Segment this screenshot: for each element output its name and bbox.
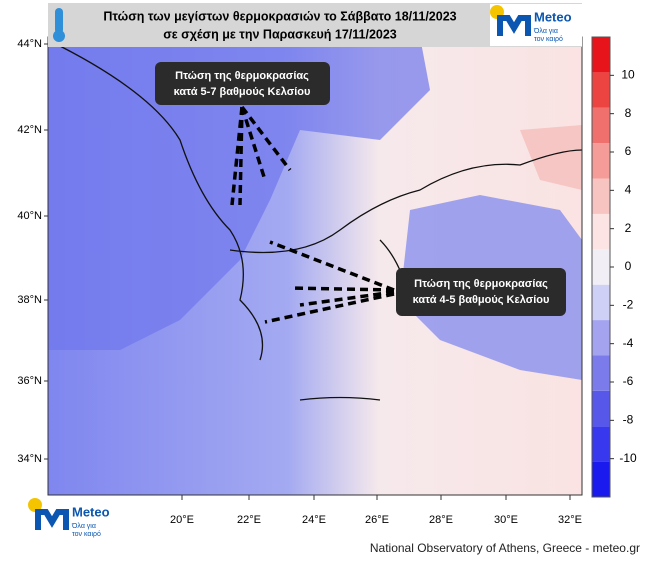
- colorbar-segment: [592, 37, 610, 73]
- logo-tagline: Όλα για: [533, 28, 558, 35]
- lon-label: 24°E: [302, 514, 326, 526]
- colorbar-segment: [592, 72, 610, 108]
- colorbar-segment: [592, 249, 610, 285]
- footer-credit: National Observatory of Athens, Greece -…: [370, 541, 640, 555]
- annotation-box: [396, 268, 566, 316]
- lat-label: 38°N: [17, 294, 42, 306]
- annotation-box: [155, 62, 330, 105]
- arrows: [230, 105, 395, 324]
- lon-label: 26°E: [365, 514, 389, 526]
- logo-name: Meteo: [72, 504, 110, 519]
- thermometer-bulb: [53, 30, 65, 42]
- colorbar-segment: [592, 178, 610, 214]
- lon-label: 20°E: [170, 514, 194, 526]
- cold-region: [48, 37, 430, 350]
- coastline: [47, 39, 583, 401]
- lat-label: 34°N: [17, 453, 42, 465]
- annotation-text: κατά 5-7 βαθμούς Κελσίου: [174, 86, 311, 98]
- colorbar-segment: [592, 461, 610, 497]
- colorbar-segment: [592, 143, 610, 179]
- thermometer-icon: [55, 8, 63, 34]
- colorbar-label: -2: [623, 298, 634, 312]
- colorbar-label: 10: [621, 68, 635, 82]
- colorbar-label: 0: [625, 259, 632, 273]
- lon-label: 32°E: [558, 514, 582, 526]
- logo-tagline: τον καιρό: [534, 35, 563, 43]
- lat-label: 42°N: [17, 124, 42, 136]
- annotation-text: Πτώση της θερμοκρασίας: [175, 70, 309, 82]
- logo-name: Meteo: [534, 9, 572, 24]
- lat-label: 36°N: [17, 375, 42, 387]
- colorbar-label: 2: [625, 221, 632, 235]
- title-line: σε σχέση με την Παρασκευή 17/11/2023: [163, 27, 397, 41]
- lon-label: 30°E: [494, 514, 518, 526]
- colorbar-label: -4: [623, 336, 634, 350]
- annotation-text: Πτώση της θερμοκρασίας: [414, 278, 548, 290]
- colorbar-segment: [592, 355, 610, 391]
- title-line: Πτώση των μεγίστων θερμοκρασιών το Σάββα…: [103, 9, 456, 23]
- colorbar-segment: [592, 390, 610, 427]
- colorbar-label: 6: [625, 144, 632, 158]
- colorbar-label: -8: [623, 413, 634, 427]
- lat-label: 44°N: [17, 38, 42, 50]
- colorbar-segment: [592, 426, 610, 462]
- lon-label: 28°E: [429, 514, 453, 526]
- colorbar-label: -10: [619, 451, 637, 465]
- colorbar-segment: [592, 284, 610, 321]
- lon-label: 22°E: [237, 514, 261, 526]
- logo-tagline: Όλα για: [71, 523, 96, 530]
- colorbar-label: 8: [625, 106, 632, 120]
- colorbar-segment: [592, 320, 610, 356]
- logo-mark: [497, 15, 531, 36]
- warm-region: [520, 125, 582, 190]
- colorbar-segment: [592, 107, 610, 144]
- logo-top-box: [490, 4, 582, 46]
- colorbar-label: 4: [625, 183, 632, 197]
- logo-tagline: τον καιρό: [72, 530, 101, 538]
- logo-sun: [28, 498, 42, 512]
- lat-label: 40°N: [17, 210, 42, 222]
- logo-mark: [35, 509, 69, 530]
- colorbar-segment: [592, 213, 610, 250]
- annotation-text: κατά 4-5 βαθμούς Κελσίου: [413, 294, 550, 306]
- colorbar-label: -6: [623, 374, 634, 388]
